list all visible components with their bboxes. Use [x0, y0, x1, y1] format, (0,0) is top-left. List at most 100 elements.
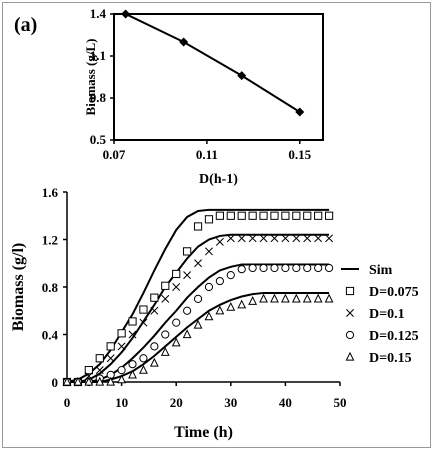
- point-circle: [204, 282, 214, 292]
- point-x: [215, 237, 224, 246]
- point-x: [259, 234, 268, 243]
- main-x-tick-label: 30: [224, 395, 237, 410]
- point-square: [204, 215, 214, 224]
- point-x: [106, 354, 115, 363]
- point-square: [150, 293, 159, 302]
- legend-label: D=0.15: [369, 351, 412, 366]
- point-circle: [226, 271, 235, 280]
- point-square: [172, 269, 181, 279]
- figure-frame: [2, 2, 431, 448]
- point-square: [248, 211, 257, 220]
- point-triangle: [62, 376, 72, 386]
- point-triangle: [73, 376, 83, 386]
- point-x: [226, 234, 235, 243]
- point-circle: [270, 263, 279, 273]
- point-triangle: [313, 293, 323, 303]
- point-square: [95, 354, 104, 363]
- point-circle: [324, 263, 334, 273]
- inset-x-axis-label: D(h-1): [199, 172, 238, 187]
- point-triangle: [259, 293, 268, 303]
- main-x-tick-label: 0: [64, 395, 71, 410]
- point-x: [95, 366, 104, 375]
- point-x: [270, 234, 279, 243]
- main-y-tick-label: 0: [52, 375, 59, 390]
- point-circle: [215, 276, 224, 286]
- point-triangle: [291, 293, 301, 303]
- point-square: [303, 211, 312, 220]
- inset-y-tick-label: 0.5: [90, 132, 107, 147]
- point-x: [84, 372, 93, 381]
- legend-marker-x: [346, 309, 354, 317]
- point-x: [292, 234, 301, 243]
- legend-label: D=0.075: [369, 285, 419, 300]
- point-x: [117, 342, 126, 351]
- point-circle: [193, 294, 203, 303]
- legend-sim-label: Sim: [369, 263, 393, 278]
- inset-x-tick-label: 0.15: [288, 147, 311, 162]
- point-triangle: [160, 347, 170, 356]
- point-triangle: [215, 305, 225, 315]
- point-square: [128, 317, 137, 326]
- main-x-tick-label: 40: [279, 395, 292, 410]
- point-triangle: [324, 293, 334, 303]
- point-circle: [237, 265, 246, 274]
- point-triangle: [302, 293, 312, 303]
- point-square: [117, 329, 126, 338]
- main-y-tick-label: 0.4: [42, 328, 59, 343]
- point-x: [281, 234, 290, 243]
- point-triangle: [280, 293, 290, 303]
- inset-diamond-point: [179, 37, 189, 47]
- inset-y-tick-label: 0.8: [90, 90, 107, 105]
- main-x-tick-label: 50: [334, 395, 347, 410]
- point-x: [128, 330, 137, 339]
- point-circle: [128, 360, 137, 369]
- point-triangle: [95, 376, 105, 386]
- legend-marker-triangle: [345, 351, 355, 361]
- point-x: [194, 259, 202, 268]
- main-y-tick-label: 1.6: [42, 185, 59, 200]
- point-triangle: [182, 329, 192, 339]
- point-x: [183, 271, 192, 280]
- inset-y-tick-label: 1.1: [90, 48, 106, 63]
- legend-label: D=0.125: [369, 329, 419, 344]
- inset-x-tick-label: 0.07: [103, 147, 126, 162]
- point-square: [324, 211, 334, 220]
- point-circle: [303, 263, 312, 273]
- point-triangle: [237, 299, 247, 309]
- main-x-tick-label: 10: [115, 395, 128, 410]
- point-square: [314, 211, 323, 220]
- point-circle: [314, 263, 323, 273]
- point-square: [161, 281, 170, 290]
- point-square: [270, 211, 279, 220]
- inset-y-tick-label: 1.4: [90, 6, 107, 21]
- point-circle: [139, 354, 148, 363]
- inset-plot-frame: [113, 13, 324, 141]
- inset-x-tick-label: 0.11: [196, 147, 218, 162]
- point-x: [325, 234, 334, 243]
- point-triangle: [270, 293, 279, 303]
- point-square: [237, 211, 246, 220]
- point-square: [259, 211, 268, 220]
- inset-series-line: [125, 13, 301, 113]
- point-circle: [117, 366, 126, 375]
- point-circle: [183, 306, 192, 315]
- point-x: [150, 306, 159, 315]
- point-triangle: [226, 301, 236, 311]
- main-y-axis-label: Biomass (g/l): [10, 243, 27, 331]
- main-x-axis-label: Time (h): [174, 424, 233, 441]
- point-square: [139, 305, 148, 314]
- legend-label: D=0.1: [369, 307, 405, 322]
- point-triangle: [84, 376, 94, 386]
- legend-marker-square: [345, 286, 355, 296]
- point-triangle: [139, 364, 148, 374]
- point-square: [193, 222, 203, 231]
- main-y-tick-label: 1.2: [42, 233, 58, 248]
- point-triangle: [193, 319, 203, 329]
- point-circle: [259, 263, 268, 273]
- main-y-tick-label: 0.8: [42, 280, 59, 295]
- point-square: [84, 366, 93, 375]
- point-square: [226, 211, 235, 220]
- point-triangle: [117, 374, 127, 384]
- point-x: [248, 234, 257, 243]
